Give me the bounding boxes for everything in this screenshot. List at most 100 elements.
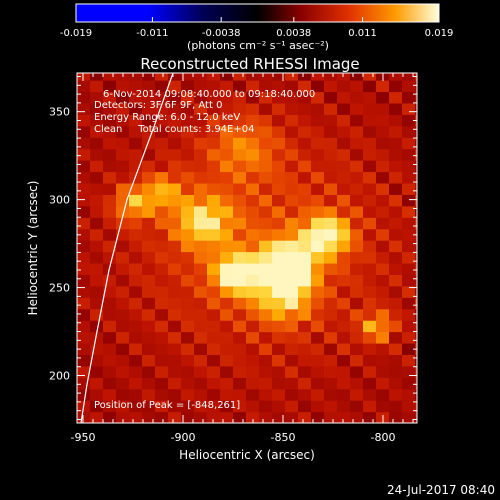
heatmap-cell [337, 342, 351, 355]
heatmap-cell [337, 205, 351, 218]
heatmap-cell [259, 160, 273, 173]
heatmap-cell [233, 228, 247, 241]
heatmap-cell [233, 320, 247, 333]
heatmap-cell [194, 217, 208, 230]
heatmap-cell [298, 205, 312, 218]
heatmap-cell [350, 73, 364, 81]
heatmap-cell [103, 240, 117, 253]
heatmap-cell [155, 160, 169, 173]
heatmap-cell [155, 148, 169, 161]
heatmap-image [77, 73, 417, 423]
heatmap-cell [207, 297, 221, 310]
heatmap-cell [311, 182, 325, 195]
heatmap-cell [116, 148, 130, 161]
heatmap-cell [129, 354, 143, 367]
heatmap-cell [220, 73, 234, 81]
heatmap-cell [415, 285, 417, 298]
heatmap-cell [103, 354, 117, 367]
heatmap-cell [233, 297, 247, 310]
heatmap-cell [350, 91, 364, 104]
heatmap-cell [298, 354, 312, 367]
heatmap-cell [389, 388, 403, 401]
heatmap-cell [298, 297, 312, 310]
heatmap-cell [298, 308, 312, 321]
heatmap-cell [350, 285, 364, 298]
plot-frame [76, 72, 418, 424]
heatmap-cell [103, 274, 117, 287]
heatmap-cell [103, 205, 117, 218]
heatmap-cell [220, 80, 234, 93]
heatmap-cell [103, 342, 117, 355]
heatmap-cell [376, 171, 390, 184]
heatmap-cell [168, 114, 182, 127]
energy-range-text: Energy Range: 6.0 - 12.0 keV [94, 112, 240, 123]
heatmap-cell [181, 308, 195, 321]
heatmap-cell [168, 102, 182, 115]
heatmap-cell [285, 308, 299, 321]
heatmap-cell [181, 91, 195, 104]
heatmap-cell [402, 228, 416, 241]
heatmap-cell [363, 125, 377, 138]
heatmap-cell [298, 182, 312, 195]
heatmap-cell [103, 102, 117, 115]
heatmap-cell [129, 228, 143, 241]
heatmap-cell [194, 171, 208, 184]
heatmap-cell [259, 73, 273, 81]
heatmap-cell [402, 388, 416, 401]
heatmap-cell [376, 342, 390, 355]
colorbar-tick-label: 0.019 [425, 28, 454, 39]
heatmap-cell [337, 137, 351, 150]
heatmap-cell [220, 308, 234, 321]
heatmap-cell [298, 148, 312, 161]
heatmap-cell [285, 274, 299, 287]
heatmap-cell [350, 80, 364, 93]
colorbar-tick-label: 0.011 [348, 28, 377, 39]
heatmap-cell [272, 194, 286, 207]
heatmap-cell [402, 160, 416, 173]
heatmap-cell [77, 320, 91, 333]
heatmap-cell [272, 217, 286, 230]
heatmap-cell [103, 160, 117, 173]
heatmap-cell [285, 331, 299, 344]
heatmap-cell [129, 148, 143, 161]
heatmap-cell [259, 125, 273, 138]
heatmap-cell [116, 102, 130, 115]
heatmap-cell [194, 411, 208, 423]
heatmap-cell [220, 342, 234, 355]
heatmap-cell [181, 285, 195, 298]
heatmap-cell [402, 251, 416, 264]
heatmap-cell [90, 297, 104, 310]
heatmap-cell [376, 114, 390, 127]
heatmap-cell [350, 160, 364, 173]
heatmap-cell [285, 320, 299, 333]
heatmap-cell [220, 320, 234, 333]
heatmap-cell [246, 262, 260, 275]
heatmap-cell [337, 160, 351, 173]
heatmap-cell [376, 102, 390, 115]
heatmap-cell [90, 102, 104, 115]
heatmap-cell [194, 80, 208, 93]
heatmap-cell [311, 217, 325, 230]
heatmap-cell [415, 137, 417, 150]
heatmap-cell [272, 411, 286, 423]
heatmap-cell [220, 114, 234, 127]
heatmap-cell [415, 194, 417, 207]
heatmap-cell [77, 251, 91, 264]
heatmap-cell [168, 331, 182, 344]
heatmap-cell [129, 114, 143, 127]
heatmap-cell [246, 411, 260, 423]
heatmap-cell [337, 320, 351, 333]
heatmap-cell [272, 228, 286, 241]
heatmap-cell [285, 91, 299, 104]
heatmap-cell [415, 274, 417, 287]
heatmap-cell [90, 274, 104, 287]
heatmap-cell [376, 80, 390, 93]
heatmap-cell [285, 73, 299, 81]
heatmap-cell [90, 182, 104, 195]
heatmap-cell [194, 228, 208, 241]
heatmap-cell [181, 182, 195, 195]
heatmap-cell [207, 354, 221, 367]
heatmap-cell [233, 331, 247, 344]
heatmap-cell [363, 308, 377, 321]
heatmap-cell [311, 354, 325, 367]
